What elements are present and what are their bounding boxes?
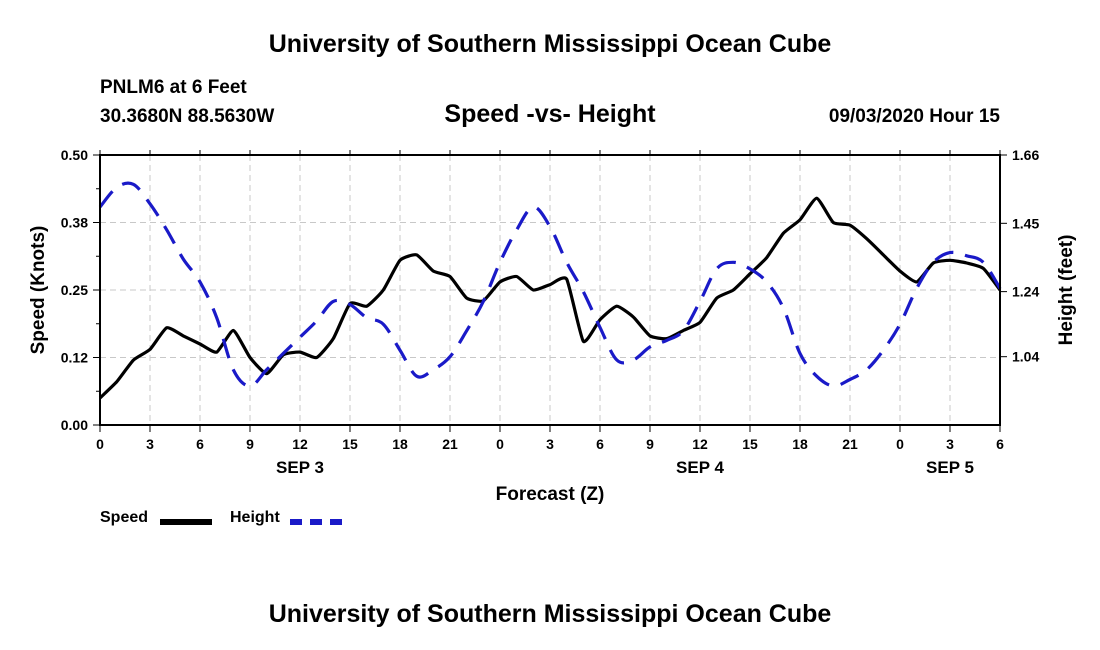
x-tick-label: 15: [342, 436, 358, 452]
x-axis-label: Forecast (Z): [496, 484, 605, 505]
x-tick-label: 0: [896, 436, 904, 452]
y-tick-label: 0.50: [61, 147, 88, 163]
x-tick-label: 0: [496, 436, 504, 452]
legend-speed-swatch: [160, 519, 212, 525]
day-label: SEP 3: [276, 458, 324, 477]
chart-subtitle: Speed -vs- Height: [444, 100, 656, 128]
coordinates-label: 30.3680N 88.5630W: [100, 106, 275, 127]
day-label: SEP 5: [926, 458, 974, 477]
speed-series-line: [98, 196, 1002, 400]
y2-tick-label: 1.45: [1012, 215, 1039, 231]
station-label: PNLM6 at 6 Feet: [100, 77, 247, 98]
x-tick-label: 3: [146, 436, 154, 452]
y2-axis-label: Height (feet): [1056, 235, 1077, 346]
x-tick-label: 18: [792, 436, 808, 452]
x-tick-label: 6: [996, 436, 1004, 452]
page-title: University of Southern Mississippi Ocean…: [268, 30, 832, 58]
series-layer: [98, 181, 1002, 400]
x-tick-label: 21: [442, 436, 458, 452]
x-tick-label: 3: [546, 436, 554, 452]
y-tick-label: 0.12: [61, 350, 88, 366]
y2-tick-label: 1.24: [1012, 284, 1039, 300]
y2-tick-label: 1.66: [1012, 147, 1039, 163]
x-tick-label: 6: [596, 436, 604, 452]
y2-tick-label: 1.04: [1012, 349, 1039, 365]
x-tick-label: 9: [246, 436, 254, 452]
day-label: SEP 4: [676, 458, 724, 477]
height-series-line: [98, 181, 1002, 388]
x-tick-label: 12: [292, 436, 308, 452]
y-tick-label: 0.00: [61, 417, 88, 433]
y-tick-label: 0.25: [61, 282, 88, 298]
x-tick-label: 3: [946, 436, 954, 452]
x-tick-label: 15: [742, 436, 758, 452]
grid: [100, 155, 1000, 425]
x-tick-label: 6: [196, 436, 204, 452]
legend-height-swatch: [290, 519, 342, 525]
y-tick-label: 0.38: [61, 215, 88, 231]
forecast-timestamp: 09/03/2020 Hour 15: [828, 106, 1000, 127]
y-axis-label: Speed (Knots): [28, 226, 49, 355]
x-tick-label: 0: [96, 436, 104, 452]
x-tick-label: 9: [646, 436, 654, 452]
x-tick-label: 12: [692, 436, 708, 452]
legend-speed-label: Speed: [100, 509, 149, 526]
x-tick-label: 18: [392, 436, 408, 452]
axis-ticks: 0 3 6 9 12 15 18 21 0 3 6 9 12 15 18 21 0 3 6 0.00 0.12 0.25 0…: [61, 147, 1040, 477]
x-tick-label: 21: [842, 436, 858, 452]
footer-title: University of Southern Mississippi Ocean…: [268, 600, 832, 628]
legend-height-label: Height: [230, 509, 280, 526]
